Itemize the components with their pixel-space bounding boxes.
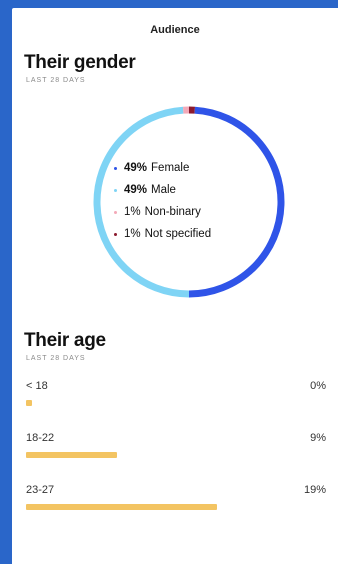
age-list: < 18 0% 18-22 9% 23-27 19% <box>12 380 338 536</box>
legend-pct: 49% <box>124 162 148 174</box>
age-section: Their age LAST 28 DAYS < 18 0% 18-22 9% … <box>12 330 338 536</box>
legend-label: Female <box>151 162 190 174</box>
legend-item-male: 49% Male <box>114 179 211 201</box>
age-percent: 19% <box>303 484 326 496</box>
legend-item-not-specified: 1% Not specified <box>114 223 211 245</box>
screen-header: Audience <box>12 8 338 52</box>
legend-item-non-binary: 1% Non-binary <box>114 201 211 223</box>
legend-pct: 49% <box>124 184 148 196</box>
gender-subtitle: LAST 28 DAYS <box>26 77 86 84</box>
screen-title: Audience <box>150 24 200 36</box>
age-bar <box>26 452 117 458</box>
age-range-label: < 18 <box>26 380 48 392</box>
age-bar <box>26 504 218 510</box>
age-percent: 0% <box>310 380 326 392</box>
legend-item-female: 49% Female <box>114 157 211 179</box>
age-title: Their age <box>24 330 106 351</box>
age-range-label: 23-27 <box>26 484 55 496</box>
gender-title: Their gender <box>24 52 136 73</box>
gender-legend: 49% Female 49% Male 1% Non-binary 1% Not… <box>114 157 211 245</box>
age-row: < 18 0% <box>12 380 338 432</box>
legend-label: Non-binary <box>144 206 201 218</box>
age-subtitle: LAST 28 DAYS <box>26 355 86 362</box>
legend-label: Male <box>151 184 176 196</box>
legend-dot <box>114 188 117 192</box>
legend-dot <box>114 210 117 214</box>
legend-label: Not specified <box>144 228 212 240</box>
age-bar-track <box>26 504 316 510</box>
legend-pct: 1% <box>124 228 141 240</box>
gender-donut-chart <box>93 106 285 298</box>
age-range-label: 18-22 <box>26 432 55 444</box>
age-percent: 9% <box>310 432 326 444</box>
gender-section: Their gender LAST 28 DAYS 49% Female 49%… <box>12 52 338 302</box>
legend-dot <box>114 232 117 236</box>
age-row: 23-27 19% <box>12 484 338 536</box>
legend-pct: 1% <box>124 206 141 218</box>
legend-dot <box>114 166 117 170</box>
donut-segment-male <box>93 106 190 298</box>
audience-screen: Audience Their gender LAST 28 DAYS 49% F… <box>12 8 338 564</box>
gender-donut: 49% Female 49% Male 1% Non-binary 1% Not… <box>93 102 285 302</box>
age-row: 18-22 9% <box>12 432 338 484</box>
donut-segment-female <box>188 106 285 298</box>
age-bar-track <box>26 400 316 406</box>
age-bar-track <box>26 452 316 458</box>
age-bar <box>26 400 32 406</box>
